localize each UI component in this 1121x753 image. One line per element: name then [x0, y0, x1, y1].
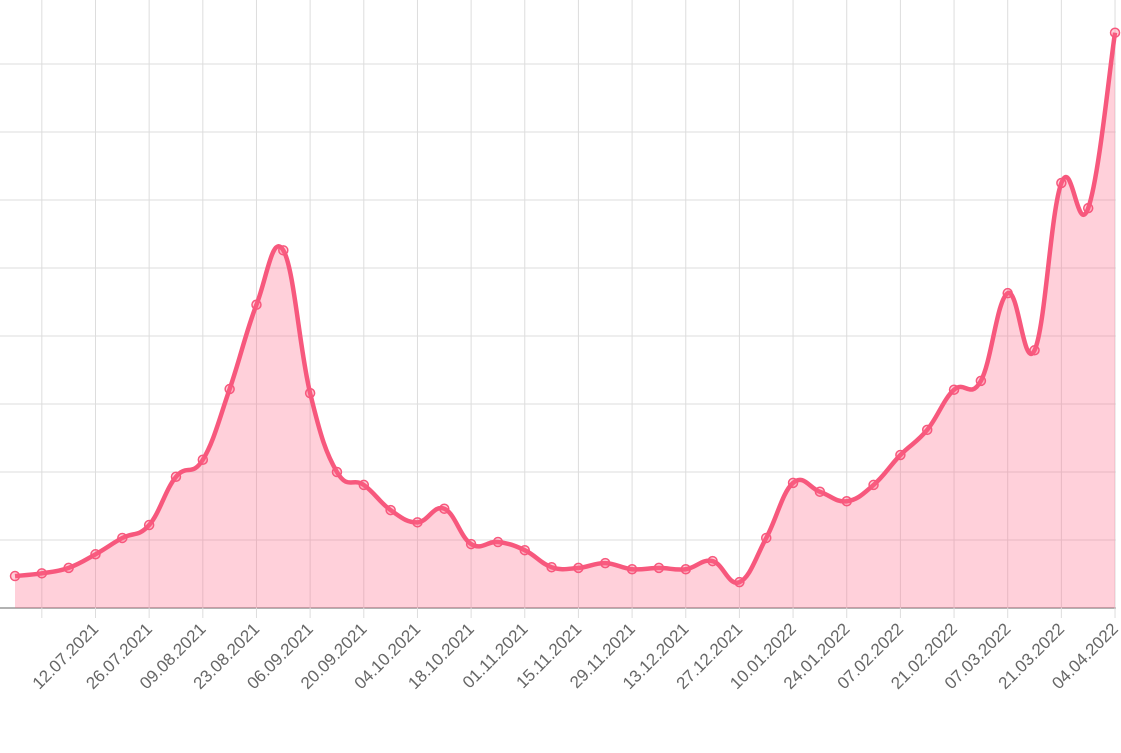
- point: [948, 384, 960, 395]
- point: [787, 477, 799, 489]
- point: [734, 576, 745, 588]
- line: [14, 32, 1118, 585]
- point: [895, 449, 906, 461]
- point: [814, 486, 826, 497]
- point: [385, 504, 396, 516]
- point: [117, 532, 128, 544]
- point: [36, 568, 48, 579]
- point: [439, 503, 450, 514]
- point: [492, 536, 504, 548]
- point: [143, 519, 155, 531]
- point: [573, 562, 584, 574]
- point: [63, 562, 74, 574]
- point: [626, 563, 638, 575]
- point: [841, 495, 852, 507]
- point: [170, 471, 182, 483]
- point: [331, 466, 343, 478]
- point: [224, 383, 235, 395]
- point: [707, 555, 718, 567]
- point: [868, 479, 879, 491]
- point: [600, 557, 611, 569]
- point: [304, 387, 316, 399]
- point: [1029, 345, 1040, 356]
- area: [15, 32, 1116, 609]
- point: [278, 245, 289, 256]
- point: [653, 562, 665, 574]
- point: [1082, 202, 1094, 214]
- point: [546, 561, 557, 573]
- point: [90, 549, 101, 560]
- point: [1056, 177, 1067, 189]
- point: [197, 454, 209, 466]
- point: [519, 544, 531, 556]
- point: [9, 570, 21, 582]
- point: [1109, 27, 1121, 38]
- point: [465, 538, 477, 550]
- point: [251, 299, 262, 310]
- point: [1002, 287, 1013, 299]
- point: [760, 532, 772, 544]
- point: [358, 479, 370, 491]
- point: [412, 517, 423, 528]
- point: [975, 375, 987, 387]
- point: [921, 424, 933, 436]
- point: [680, 563, 691, 575]
